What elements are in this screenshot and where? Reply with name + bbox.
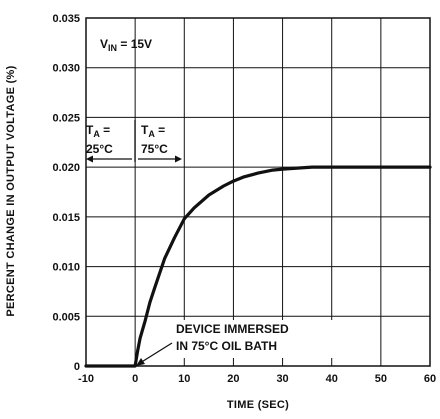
y-tick-label: 0.010 <box>52 262 80 274</box>
x-tick-label: 50 <box>375 373 387 385</box>
y-tick-label: 0.030 <box>52 63 80 75</box>
ta-right-label: TA = <box>141 123 165 139</box>
x-tick-label: -10 <box>78 373 94 385</box>
x-tick-label: 10 <box>178 373 190 385</box>
y-tick-label: 0.020 <box>52 162 80 174</box>
device-note-line1: DEVICE IMMERSED <box>176 322 289 336</box>
y-axis-title: PERCENT CHANGE IN OUTPUT VOLTAGE (%) <box>5 65 17 316</box>
y-tick-label: 0.035 <box>52 13 80 25</box>
x-tick-label: 40 <box>326 373 338 385</box>
right-arrow-head <box>175 155 182 163</box>
grid <box>85 17 431 367</box>
y-tick-label: 0.005 <box>52 311 80 323</box>
device-note-arrow-head <box>136 358 145 366</box>
plot-frame <box>85 17 431 367</box>
left-arrow-head <box>86 155 93 163</box>
y-tick-label: 0.025 <box>52 112 80 124</box>
device-note-line2: IN 75°C OIL BATH <box>176 339 277 353</box>
x-tick-label: 0 <box>132 373 138 385</box>
series-line <box>84 165 432 368</box>
tick-labels: -10 0 10 20 30 40 50 6000.0050.0100.0150.0200.0… <box>52 13 436 385</box>
y-tick-label: 0.015 <box>52 212 80 224</box>
series-layer <box>84 165 432 368</box>
device-note-background <box>172 320 378 358</box>
device-note-leader <box>139 342 173 364</box>
vin-annotation: VIN = 15V <box>100 37 152 53</box>
device-immersed-annotation: DEVICE IMMERSED IN 75°C OIL BATH <box>136 320 378 366</box>
y-tick-label: 0 <box>74 361 80 373</box>
ta-left-value: 25°C <box>86 142 113 156</box>
ta-right-value: 75°C <box>141 142 168 156</box>
x-tick-label: 20 <box>227 373 239 385</box>
x-tick-label: 60 <box>424 373 436 385</box>
ta-left-label: TA = <box>86 123 110 139</box>
x-tick-label: 30 <box>276 373 288 385</box>
ambient-temperature-annotations: TA = 25°C TA = 75°C <box>86 120 182 163</box>
x-axis-title: TIME (SEC) <box>227 399 289 411</box>
